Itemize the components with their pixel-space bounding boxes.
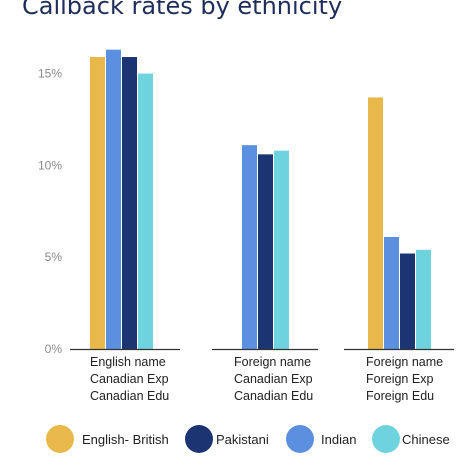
bar	[400, 253, 415, 349]
bar	[384, 236, 399, 349]
y-tick-label: 5%	[45, 250, 63, 264]
x-tick-label: Foreign name	[234, 355, 311, 369]
legend-label: Pakistani	[216, 432, 269, 447]
bar	[416, 249, 431, 349]
x-tick-label: Foreign Edu	[366, 389, 434, 403]
x-tick-label: English name	[90, 355, 166, 369]
y-tick-label: 0%	[45, 342, 63, 356]
x-tick-label: Canadian Exp	[234, 372, 313, 386]
chart-title: Callback rates by ethnicity	[22, 0, 343, 20]
legend-label: English- British	[82, 432, 169, 447]
bar	[138, 73, 153, 349]
legend-label: Indian	[321, 432, 356, 447]
x-tick-label: Foreign Exp	[366, 372, 433, 386]
x-tick-label: Canadian Edu	[234, 389, 313, 403]
bar	[106, 49, 121, 349]
legend-swatch	[372, 425, 400, 453]
bar	[242, 145, 257, 349]
legend-swatch	[185, 425, 213, 453]
x-tick-label: Canadian Edu	[90, 389, 169, 403]
bar	[368, 97, 383, 349]
legend-swatch	[286, 425, 314, 453]
bar	[274, 150, 289, 349]
y-tick-label: 15%	[38, 67, 62, 81]
legend-label: Chinese	[402, 432, 450, 447]
x-tick-label: Canadian Exp	[90, 372, 169, 386]
y-tick-label: 10%	[38, 158, 62, 172]
legend-swatch	[46, 425, 74, 453]
bar	[258, 154, 273, 349]
bar	[90, 57, 105, 349]
bar	[122, 57, 137, 349]
x-tick-label: Foreign name	[366, 355, 443, 369]
